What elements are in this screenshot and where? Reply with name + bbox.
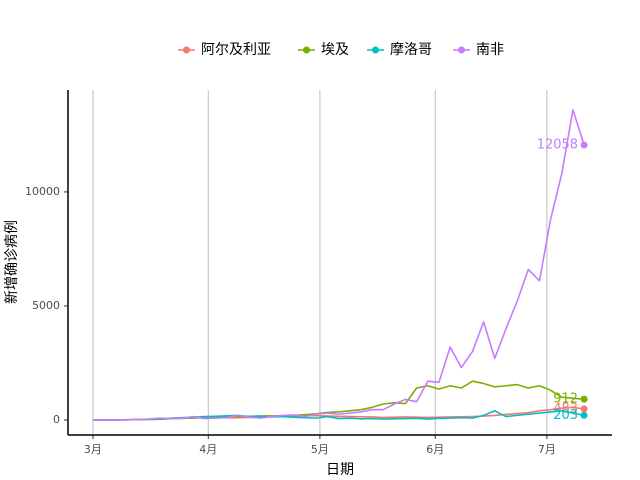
legend-key-point: [458, 46, 465, 54]
x-tick-label: 6月: [426, 443, 444, 456]
y-tick-label: 10000: [25, 185, 60, 198]
legend-key-point: [303, 46, 310, 54]
legend-label: 埃及: [321, 42, 349, 58]
legend-label: 南非: [476, 42, 504, 58]
series-line: [92, 109, 585, 421]
x-axis-title: 日期: [326, 462, 354, 478]
end-label: 912: [553, 392, 578, 407]
x-tick-label: 3月: [84, 443, 102, 456]
x-tick-label: 7月: [538, 443, 556, 456]
y-axis-title: 新增确诊病例: [4, 220, 20, 304]
end-point: [580, 405, 588, 413]
legend-key-point: [372, 46, 379, 54]
legend-label: 摩洛哥: [390, 41, 432, 58]
legend-key-point: [183, 46, 190, 54]
y-tick-label: 5000: [32, 299, 60, 312]
end-point: [580, 395, 588, 403]
end-point: [580, 141, 588, 149]
y-tick-label: 0: [53, 413, 60, 426]
end-label: 12058: [537, 137, 578, 152]
legend-label: 阿尔及利亚: [201, 42, 271, 58]
end-label: 203: [553, 408, 578, 423]
x-tick-label: 5月: [311, 443, 329, 456]
end-point: [580, 411, 588, 419]
x-tick-label: 4月: [199, 443, 217, 456]
